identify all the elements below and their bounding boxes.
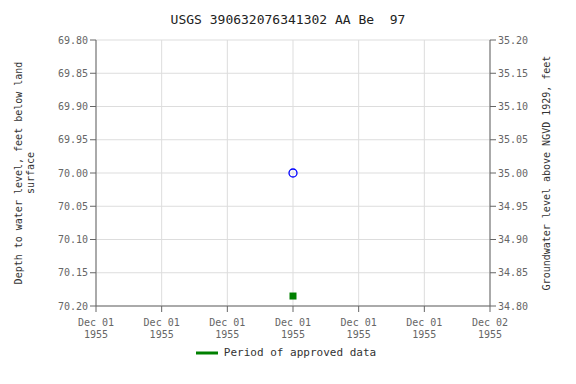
html-text:USGS 390632076341302 AA Be 97: USGS 390632076341302 AA Be 97 [170,12,406,27]
svg-text:70.05: 70.05 [58,201,88,212]
html-text:Period of approved data: Period of approved data [223,346,377,359]
svg-text:35.15: 35.15 [498,68,528,79]
svg-text:Dec 011955: Dec 011955 [341,317,377,340]
svg-text:Groundwater level above NGVD 1: Groundwater level above NGVD 1929, feet [541,56,552,291]
svg-text:35.00: 35.00 [498,168,528,179]
svg-text:Dec 011955: Dec 011955 [144,317,180,340]
svg-text:35.05: 35.05 [498,134,528,145]
svg-text:69.95: 69.95 [58,134,88,145]
svg-text:Dec 021955: Dec 021955 [472,317,508,340]
svg-text:Dec 011955: Dec 011955 [406,317,442,340]
svg-text:Dec 011955: Dec 011955 [78,317,114,340]
svg-text:69.85: 69.85 [58,68,88,79]
svg-text:Dec 011955: Dec 011955 [275,317,311,340]
svg-text:34.95: 34.95 [498,201,528,212]
svg-text:34.80: 34.80 [498,301,528,312]
svg-text:70.10: 70.10 [58,234,88,245]
svg-text:Depth to water level, feet bel: Depth to water level, feet below landsur… [13,62,36,285]
svg-text:70.00: 70.00 [58,168,88,179]
svg-text:34.90: 34.90 [498,234,528,245]
svg-text:70.15: 70.15 [58,267,88,278]
svg-text:35.20: 35.20 [498,35,528,46]
svg-text:Dec 011955: Dec 011955 [209,317,245,340]
svg-text:34.85: 34.85 [498,267,528,278]
svg-text:70.20: 70.20 [58,301,88,312]
svg-text:69.90: 69.90 [58,101,88,112]
svg-text:69.80: 69.80 [58,35,88,46]
svg-text:35.10: 35.10 [498,101,528,112]
